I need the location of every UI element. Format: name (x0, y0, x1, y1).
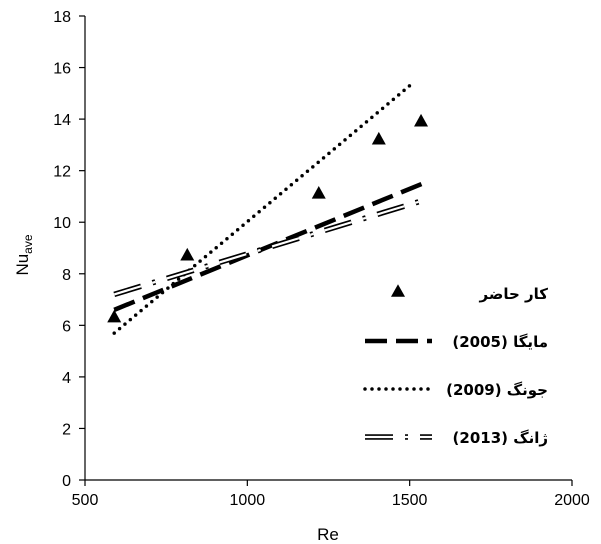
x-axis-ticks: 500 1000 1500 2000 (72, 480, 590, 509)
x-tick-label: 500 (72, 492, 99, 509)
legend-marker (391, 284, 405, 297)
legend-item: کار حاضر (391, 284, 548, 303)
legend: کار حاضر مایگا (2005) جونگ (2009) ژانگ (201… (363, 284, 548, 447)
legend-label: جونگ (2009) (446, 381, 548, 399)
y-tick-label: 6 (62, 318, 71, 335)
y-tick-label: 18 (53, 9, 71, 26)
y-tick-label: 14 (53, 112, 71, 129)
axes-frame (84, 16, 572, 481)
legend-label: مایگا (2005) (452, 333, 548, 351)
y-axis-label: Nuave (13, 234, 35, 275)
legend-label: ژانگ (2013) (453, 429, 548, 447)
y-tick-label: 2 (62, 421, 71, 438)
y-axis-ticks: 0 2 4 6 8 10 12 14 16 18 (53, 9, 85, 490)
data-point-marker (180, 247, 195, 261)
y-tick-label: 10 (53, 215, 71, 232)
data-point-marker (371, 131, 386, 145)
y-tick-label: 16 (53, 61, 71, 78)
legend-item: جونگ (2009) (363, 381, 548, 399)
legend-item: مایگا (2005) (365, 333, 548, 351)
data-point-marker (311, 186, 326, 199)
x-tick-label: 1000 (230, 492, 266, 509)
y-tick-label: 4 (62, 370, 71, 387)
data-point-marker (414, 113, 429, 127)
y-axis-label-sub: ave (21, 234, 35, 254)
y-axis-label-main: Nu (13, 254, 32, 276)
series-line-2 (113, 181, 424, 312)
x-tick-label: 1500 (392, 492, 428, 509)
y-tick-label: 12 (53, 164, 71, 181)
x-tick-label: 2000 (554, 492, 590, 509)
y-tick-label: 8 (62, 267, 71, 284)
y-tick-label: 0 (62, 473, 71, 490)
series-line-3 (112, 81, 415, 335)
data-point-marker (107, 309, 122, 323)
legend-item: ژانگ (2013) (365, 429, 548, 447)
legend-label: کار حاضر (479, 285, 549, 303)
x-axis-label: Re (317, 525, 339, 544)
series-layer (107, 81, 429, 335)
